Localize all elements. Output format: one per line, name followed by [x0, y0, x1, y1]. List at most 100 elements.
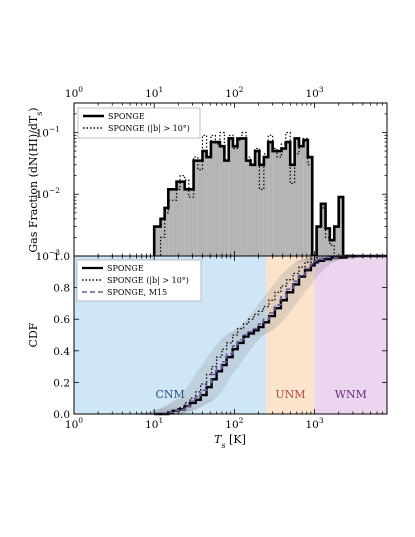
legend-label: SPONGE [107, 264, 144, 273]
legend-label: SPONGE (|b| > 10°) [108, 124, 190, 133]
legend-label: SPONGE, M15 [107, 288, 167, 297]
top-axis-tick-label: 103 [306, 85, 324, 100]
region-label-wnm: WNM [335, 388, 367, 401]
bootstrap-curve [139, 255, 373, 415]
legend-label: SPONGE [108, 112, 145, 121]
x-tick-label: 103 [306, 416, 324, 431]
histogram-bar [172, 189, 177, 256]
bootstrap-curve [164, 255, 387, 415]
top-axis-tick-label: 101 [145, 85, 163, 100]
histogram-bar [184, 189, 189, 256]
histogram-bar [228, 138, 233, 256]
histogram-bar [210, 142, 216, 256]
histogram-bar [272, 151, 278, 256]
histogram-bar [268, 142, 273, 256]
bootstrap-curve [136, 255, 370, 415]
histogram-bar [277, 151, 282, 256]
bootstrap-curves [135, 255, 387, 415]
histogram-bar [325, 228, 330, 256]
histogram-bar [180, 181, 185, 256]
histogram-bar [154, 226, 161, 256]
histogram-bar [246, 160, 251, 256]
histogram-bar [320, 203, 326, 256]
histogram-bar [168, 189, 173, 256]
histogram-bar [281, 148, 286, 256]
histogram-bar [164, 207, 169, 256]
histogram-legend: SPONGE SPONGE (|b| > 10°) [77, 107, 201, 139]
y-tick-label: 0.8 [53, 283, 70, 295]
histogram-bar [224, 160, 229, 256]
histogram-bar [259, 164, 264, 256]
region-wnm [314, 256, 387, 414]
histogram-bar [290, 164, 295, 256]
histogram-lines [152, 131, 353, 258]
histogram-bar [193, 160, 198, 256]
region-labels: CNM UNM WNM [155, 388, 366, 401]
cdf-legend: SPONGE SPONGE (|b| > 10°) SPONGE, M15 [76, 259, 202, 302]
y-tick-label: 10−3 [36, 248, 61, 263]
histogram-bar [338, 197, 344, 256]
histogram-bar [250, 164, 256, 256]
bootstrap-curve [170, 255, 387, 415]
histogram-bar [188, 189, 194, 256]
histogram-bar [241, 138, 247, 256]
region-label-unm: UNM [275, 388, 305, 401]
top-axis-tick-label: 100 [65, 85, 83, 100]
region-label-cnm: CNM [155, 388, 184, 401]
y-tick-label: 0.6 [53, 314, 70, 326]
histogram-y-axis-title: Gas Fraction (dN(HI)/dTs) [27, 107, 44, 252]
y-tick-label: 0.2 [53, 377, 70, 389]
histogram-bar [334, 226, 339, 256]
histogram-bar [206, 157, 211, 256]
y-tick-label: 10−1 [36, 124, 60, 139]
y-tick-label: 0.4 [53, 346, 70, 358]
histogram-bar [303, 140, 308, 256]
histogram-bar [219, 146, 225, 256]
histogram-bar [255, 151, 260, 256]
top-axis-tick-labels: 100 101 102 103 [65, 85, 324, 100]
histogram-bars [154, 138, 344, 256]
histogram-bar [294, 138, 300, 256]
histogram-bar [263, 157, 269, 256]
region-unm [266, 256, 315, 414]
cdf-x-axis-title: Ts [K] [214, 433, 246, 450]
histogram-bar [299, 146, 304, 256]
y-tick-label: 0.0 [53, 409, 70, 421]
x-tick-label: 102 [225, 416, 243, 431]
histogram-bar [285, 142, 291, 256]
cdf-x-tick-labels: 100 101 102 103 [65, 416, 324, 431]
cdf-line-sponge [154, 254, 387, 416]
bootstrap-curve [145, 255, 379, 415]
legend-label: SPONGE (|b| > 10°) [107, 276, 189, 285]
top-axis-tick-label: 102 [225, 85, 243, 100]
bootstrap-curve [144, 255, 377, 415]
histogram-bar [197, 160, 203, 256]
x-tick-label: 101 [145, 416, 163, 431]
histogram-bar [215, 142, 220, 256]
histogram-bar [232, 146, 238, 256]
bootstrap-curve [171, 255, 387, 415]
bootstrap-curve [167, 255, 387, 415]
legend-box [77, 107, 201, 139]
bootstrap-curve [135, 255, 369, 415]
y-tick-label: 10−2 [36, 186, 61, 201]
bootstrap-curve [138, 255, 372, 415]
cdf-line-high-latitude [154, 255, 387, 415]
bootstrap-curve [161, 255, 387, 415]
cdf-line-m15 [154, 255, 387, 415]
cdf-y-axis-title: CDF [27, 322, 40, 347]
histogram-y-tick-labels: 10−3 10−2 10−1 [36, 124, 61, 263]
cdf-ticks [73, 255, 388, 415]
y-tick-label: 1.0 [53, 251, 70, 263]
bootstrap-curve [162, 255, 387, 415]
histogram-bar [307, 157, 313, 256]
histogram-bar [329, 240, 335, 256]
histogram-bar [160, 218, 165, 256]
histogram-bar [202, 151, 207, 256]
bootstrap-curve [146, 255, 380, 415]
histogram-bar [237, 138, 242, 256]
cdf-y-tick-labels: 0.0 0.2 0.4 0.6 0.8 1.0 [53, 251, 70, 421]
bootstrap-curve [141, 255, 375, 415]
bootstrap-curve [148, 255, 382, 415]
